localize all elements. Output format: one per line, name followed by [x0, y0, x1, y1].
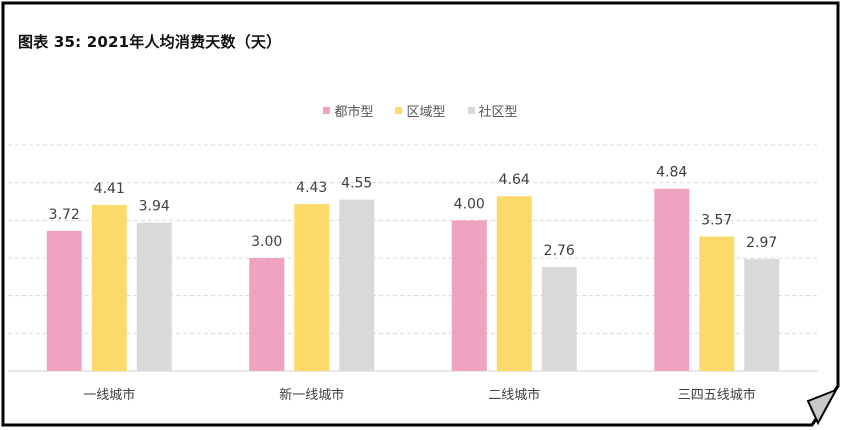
bar [46, 230, 82, 371]
data-label: 3.00 [251, 234, 282, 250]
data-label: 4.64 [499, 172, 530, 188]
chart-legend: 都市型 区域型 社区型 [0, 101, 841, 120]
bar [541, 267, 577, 371]
legend-item-series-2: 社区型 [467, 101, 518, 120]
data-label: 2.76 [544, 243, 575, 259]
data-label: 2.97 [746, 235, 777, 251]
data-label: 4.43 [296, 180, 327, 196]
bar [451, 220, 487, 371]
bars [46, 188, 780, 371]
legend-swatch-series-1 [395, 107, 403, 114]
data-label: 4.41 [94, 181, 125, 197]
category-label: 新一线城市 [279, 387, 344, 403]
bar [699, 236, 735, 371]
category-label: 三四五线城市 [678, 387, 756, 403]
bar [91, 204, 127, 371]
bar [496, 196, 532, 371]
bar [744, 259, 780, 371]
legend-label-series-1: 区域型 [406, 105, 446, 120]
category-label: 二线城市 [488, 387, 540, 403]
category-label: 一线城市 [83, 387, 135, 403]
legend-item-series-0: 都市型 [323, 101, 373, 120]
chart-title: 图表 35: 2021年人均消费天数（天） [18, 33, 282, 51]
bar [136, 222, 172, 371]
bar [654, 188, 690, 371]
legend-label-series-0: 都市型 [334, 105, 374, 120]
legend-label-series-2: 社区型 [478, 105, 518, 120]
bar [339, 199, 375, 371]
legend-item-series-1: 区域型 [395, 101, 446, 120]
data-label: 3.57 [701, 213, 732, 229]
data-label: 4.00 [454, 196, 485, 212]
data-label: 4.55 [341, 176, 372, 192]
legend-swatch-series-2 [467, 107, 475, 114]
data-label: 3.94 [139, 199, 170, 215]
bar [294, 204, 330, 371]
category-labels: 一线城市 新一线城市 二线城市 三四五线城市 [83, 387, 756, 403]
bar [249, 258, 285, 371]
data-label: 4.84 [656, 165, 687, 181]
legend-swatch-series-0 [323, 107, 331, 114]
data-label: 3.72 [49, 207, 80, 223]
value-labels: 3.72 4.41 3.94 3.00 4.43 4.55 4.00 4.64 2.76 4.84… [49, 165, 778, 259]
